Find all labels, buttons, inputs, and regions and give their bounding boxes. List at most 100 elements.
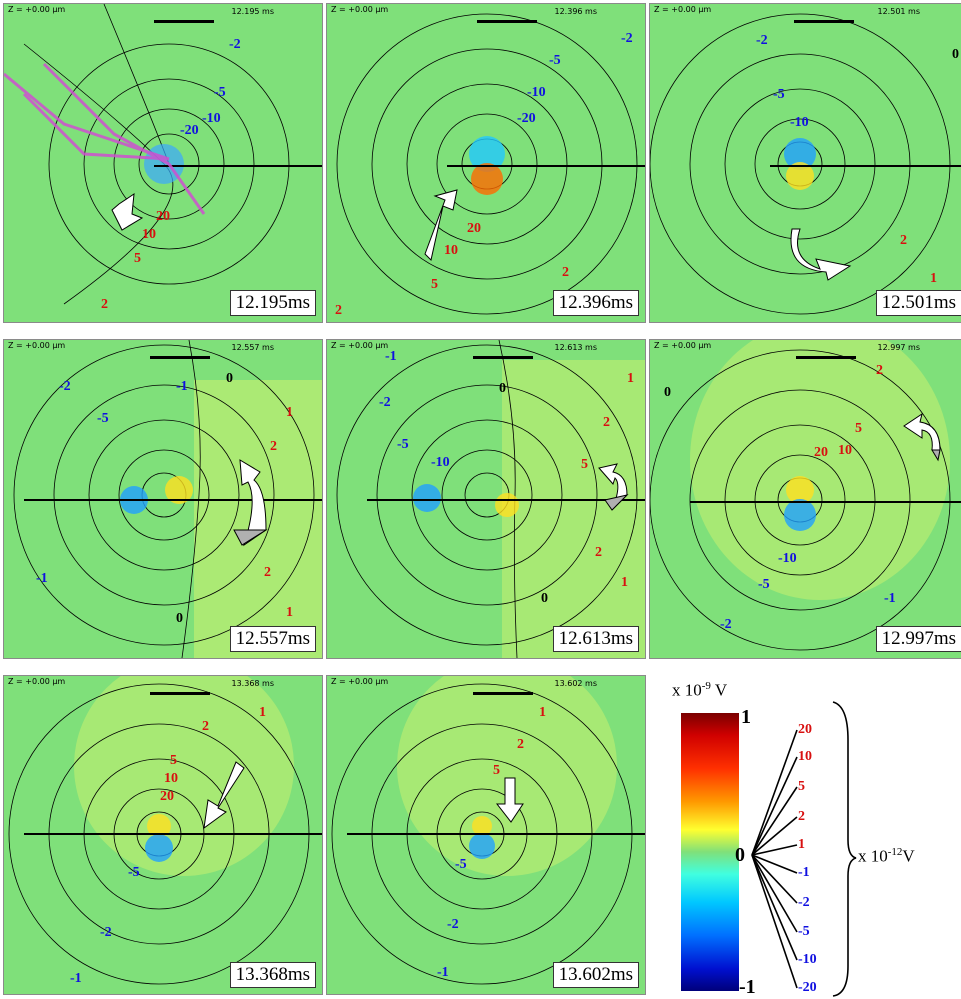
time-stamp: 12.501 ms <box>877 7 921 16</box>
contour-unit-label: x 10-12V <box>858 846 915 867</box>
contour-label: -5 <box>549 53 561 68</box>
scale-bar <box>477 20 537 23</box>
time-label: 12.557ms <box>229 626 316 652</box>
time-stamp: 13.602 ms <box>554 679 598 688</box>
contour-label: -5 <box>397 437 409 452</box>
contour-label: -10 <box>431 455 450 470</box>
contour-label: -1 <box>884 591 896 606</box>
contour-value-label: 5 <box>798 779 805 794</box>
z-label: Z = +0.00 µm <box>654 5 712 14</box>
time-label: 13.368ms <box>229 962 316 988</box>
contour-plot-4 <box>13 340 322 658</box>
contour-label: 10 <box>142 227 156 242</box>
contour-label: -10 <box>778 551 797 566</box>
scale-bar <box>794 20 854 23</box>
contour-label: 2 <box>876 363 883 378</box>
contour-label: -10 <box>527 85 546 100</box>
contour-panel-8: Z = +0.00 µm 13.602 ms 1 2 5 -5 -2 -1 13… <box>326 675 646 995</box>
contour-label: 0 <box>226 371 233 386</box>
contour-plot-2 <box>336 13 645 315</box>
contour-label: 0 <box>664 385 671 400</box>
colorbar-title-unit: V <box>710 680 728 700</box>
contour-label: 2 <box>562 265 569 280</box>
time-label: 12.195ms <box>229 290 316 316</box>
time-stamp: 13.368 ms <box>231 679 275 688</box>
contour-label: -1 <box>176 379 188 394</box>
contour-label: 5 <box>493 763 500 778</box>
contour-label: -5 <box>97 411 109 426</box>
time-label: 12.613ms <box>552 626 639 652</box>
contour-label: 2 <box>264 565 271 580</box>
contour-label: -2 <box>229 37 241 52</box>
contour-plot-6 <box>650 340 961 651</box>
contour-label: 2 <box>202 719 209 734</box>
contour-label: 1 <box>286 405 293 420</box>
contour-label: -2 <box>100 925 112 940</box>
contour-label: 20 <box>160 789 174 804</box>
contour-label: -2 <box>59 379 71 394</box>
scale-bar <box>473 356 533 359</box>
contour-label: 20 <box>814 445 828 460</box>
contour-label: 1 <box>621 575 628 590</box>
contour-panel-5: Z = +0.00 µm 12.613 ms -1 0 1 -2 2 -5 -1… <box>326 339 646 659</box>
colorbar-min-label: -1 <box>739 976 756 998</box>
contour-label: -10 <box>790 115 809 130</box>
contour-label: -5 <box>758 577 770 592</box>
contour-label: 0 <box>176 611 183 626</box>
contour-label: 20 <box>156 209 170 224</box>
contour-label: 2 <box>270 439 277 454</box>
colorbar <box>681 713 739 991</box>
contour-label: -5 <box>455 857 467 872</box>
contour-value-label: 10 <box>798 749 812 764</box>
contour-label: 5 <box>170 753 177 768</box>
scale-bar <box>150 356 210 359</box>
contour-value-label: -5 <box>798 924 810 939</box>
contour-label: 2 <box>595 545 602 560</box>
contour-label: -2 <box>720 617 732 632</box>
scale-bar <box>154 20 214 23</box>
z-label: Z = +0.00 µm <box>8 341 66 350</box>
contour-value-label: -20 <box>798 980 817 995</box>
contour-label: 0 <box>952 47 959 62</box>
time-stamp: 12.997 ms <box>877 343 921 352</box>
time-stamp: 12.613 ms <box>554 343 598 352</box>
contour-label: 0 <box>541 591 548 606</box>
contour-label: 2 <box>101 297 108 312</box>
contour-label: -1 <box>36 571 48 586</box>
contour-label: 1 <box>286 605 293 620</box>
contour-label: -10 <box>202 111 221 126</box>
time-label: 12.501ms <box>875 290 961 316</box>
contour-label: -1 <box>70 971 82 986</box>
contour-label: 1 <box>627 371 634 386</box>
colorbar-max-label: 1 <box>741 706 751 728</box>
z-label: Z = +0.00 µm <box>8 5 66 14</box>
time-label: 13.602ms <box>552 962 639 988</box>
scale-bar <box>796 356 856 359</box>
contour-value-label: -1 <box>798 865 810 880</box>
contour-value-label: -2 <box>798 895 810 910</box>
contour-label: 5 <box>431 277 438 292</box>
colorbar-title: x 10-9 V <box>672 680 727 701</box>
contour-label: 5 <box>855 421 862 436</box>
contour-plot-3 <box>650 13 961 315</box>
contour-panel-1: Z = +0.00 µm 12.195 ms -2 -5 -10 -20 20 … <box>3 3 323 323</box>
contour-unit-exp: -12 <box>887 846 903 858</box>
contour-label: 10 <box>164 771 178 786</box>
colorbar-title-prefix: x 10 <box>672 680 702 700</box>
contour-label: 20 <box>467 221 481 236</box>
contour-label: -2 <box>379 395 391 410</box>
z-label: Z = +0.00 µm <box>331 341 389 350</box>
z-label: Z = +0.00 µm <box>8 677 66 686</box>
contour-unit-prefix: x 10 <box>858 846 888 866</box>
contour-panel-2: Z = +0.00 µm 12.396 ms -2 -5 -10 -20 20 … <box>326 3 646 323</box>
z-label: Z = +0.00 µm <box>654 341 712 350</box>
contour-label: -2 <box>756 33 768 48</box>
contour-panel-4: Z = +0.00 µm 12.557 ms -2 -1 0 -5 1 2 -1… <box>3 339 323 659</box>
contour-label: -1 <box>385 349 397 364</box>
time-stamp: 12.557 ms <box>231 343 275 352</box>
contour-label: 10 <box>444 243 458 258</box>
contour-label: 5 <box>581 457 588 472</box>
contour-value-label: 2 <box>798 809 805 824</box>
scale-bar <box>473 692 533 695</box>
contour-label: 2 <box>900 233 907 248</box>
